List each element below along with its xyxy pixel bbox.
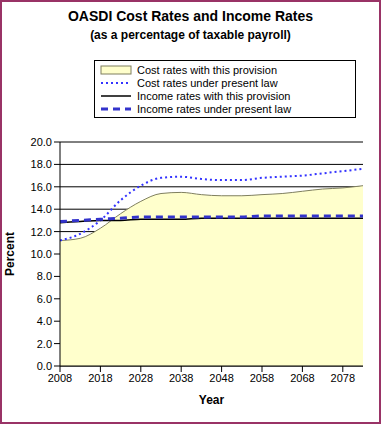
svg-text:2.0: 2.0	[37, 338, 52, 350]
html-text:OASDI Cost Rates and Income Ra: OASDI Cost Rates and Income Rates	[68, 8, 313, 24]
svg-text:16.0: 16.0	[31, 181, 52, 193]
svg-text:Year: Year	[199, 393, 225, 407]
svg-text:2078: 2078	[331, 372, 355, 384]
svg-text:14.0: 14.0	[31, 203, 52, 215]
svg-text:2028: 2028	[129, 372, 153, 384]
html-text:(as a percentage of taxable pa: (as a percentage of taxable payroll)	[90, 28, 291, 42]
svg-text:2018: 2018	[88, 372, 112, 384]
svg-text:2038: 2038	[169, 372, 193, 384]
html-text:Income rates with this provisi: Income rates with this provision	[137, 89, 291, 102]
svg-text:10.0: 10.0	[31, 248, 52, 260]
svg-text:2008: 2008	[48, 372, 72, 384]
svg-text:8.0: 8.0	[37, 270, 52, 282]
svg-text:6.0: 6.0	[37, 293, 52, 305]
svg-text:12.0: 12.0	[31, 226, 52, 238]
svg-text:4.0: 4.0	[37, 315, 52, 327]
html-text:Cost rates with this provision: Cost rates with this provision	[137, 63, 277, 76]
svg-text:20.0: 20.0	[31, 136, 52, 148]
svg-text:2058: 2058	[250, 372, 274, 384]
svg-text:Percent: Percent	[8, 232, 17, 276]
svg-text:2048: 2048	[209, 372, 233, 384]
html-text:Income rates under present law: Income rates under present law	[137, 102, 292, 115]
svg-text:18.0: 18.0	[31, 158, 52, 170]
html-text:Cost rates under present law: Cost rates under present law	[137, 76, 278, 89]
svg-text:2068: 2068	[290, 372, 314, 384]
svg-text:0.0: 0.0	[37, 360, 52, 372]
